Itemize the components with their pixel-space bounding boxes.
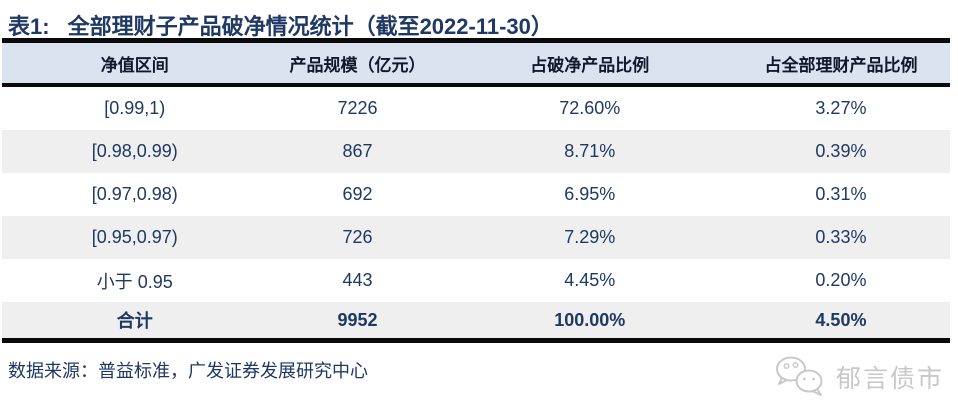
table-top-rule [2,38,950,43]
cell-share-broken: 4.45% [564,270,616,290]
cell-share-all: 3.27% [815,98,867,118]
col-header-product-scale: 产品规模（亿元） [289,55,426,75]
table-row: [0.95,0.97) 726 7.29% 0.33% [2,216,950,259]
cell-range: 小于 0.95 [96,271,173,292]
cell-share-broken: 7.29% [564,227,616,247]
table-header-row: 净值区间 产品规模（亿元） 占破净产品比例 占全部理财产品比例 [2,43,950,83]
brand-watermark-label: 郁言债市 [835,365,944,393]
cell-scale: 692 [342,184,373,204]
table-bottom-rule [2,338,950,343]
col-header-share-all: 占全部理财产品比例 [764,55,918,75]
cell-range: [0.95,0.97) [91,227,178,247]
data-source-note: 数据来源：普益标准，广发证券发展研究中心 [8,361,368,381]
table-title-text: 全部理财子产品破净情况统计（截至2022-11-30） [67,14,553,39]
cell-share-all: 0.31% [815,184,867,204]
table-footer: 数据来源：普益标准，广发证券发展研究中心 郁言债市 [0,343,958,401]
cell-scale: 867 [342,141,373,161]
header-bottom-rule [2,83,950,87]
cell-share-all: 0.39% [815,141,867,161]
cell-total-label: 合计 [116,311,153,331]
table-row: 小于 0.95 443 4.45% 0.20% [2,259,950,302]
table-row: [0.97,0.98) 692 6.95% 0.31% [2,173,950,216]
cell-total-share-broken: 100.00% [554,309,626,330]
col-header-nav-range: 净值区间 [100,55,169,75]
table-title-prefix: 表1: [8,14,50,39]
cell-share-all: 0.20% [815,270,867,290]
cell-share-all: 0.33% [815,227,867,247]
cell-scale: 726 [342,227,373,247]
wechat-chat-bubbles-icon [774,353,828,401]
cell-share-broken: 6.95% [564,184,616,204]
cell-range: [0.97,0.98) [91,184,178,204]
cell-range: [0.98,0.99) [91,141,178,161]
table-row: [0.99,1) 7226 72.60% 3.27% [2,87,950,130]
col-header-share-broken: 占破净产品比例 [530,55,650,75]
cell-total-scale: 9952 [337,309,378,330]
table-total-row: 合计 9952 100.00% 4.50% [2,302,950,338]
table-title: 表1: 全部理财子产品破净情况统计（截至2022-11-30） [0,0,958,39]
data-table: 净值区间 产品规模（亿元） 占破净产品比例 占全部理财产品比例 [0.99,1)… [2,38,950,343]
cell-scale: 7226 [337,98,378,118]
table-row: [0.98,0.99) 867 8.71% 0.39% [2,130,950,173]
brand-watermark: 郁言债市 [774,353,948,401]
cell-share-broken: 8.71% [564,141,616,161]
cell-scale: 443 [342,270,373,290]
cell-total-share-all: 4.50% [815,309,867,330]
cell-range: [0.99,1) [104,98,166,118]
cell-share-broken: 72.60% [559,98,621,118]
